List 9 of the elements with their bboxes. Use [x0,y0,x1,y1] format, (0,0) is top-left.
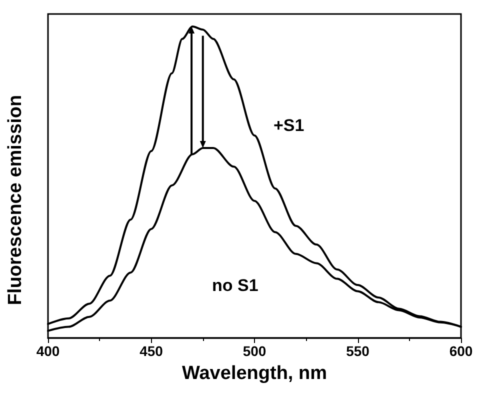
x-tick-label: 600 [449,343,473,359]
x-axis-title: Wavelength, nm [182,363,327,384]
x-tick-label: 550 [346,343,370,359]
text: no S1 [212,276,258,296]
y-axis-title: Fluorescence emission [5,94,26,306]
series-label: +S1 [274,116,304,135]
x-tick-label: 400 [36,343,60,359]
x-tick-label: 500 [242,343,266,359]
x-tick-label: 450 [140,343,164,359]
